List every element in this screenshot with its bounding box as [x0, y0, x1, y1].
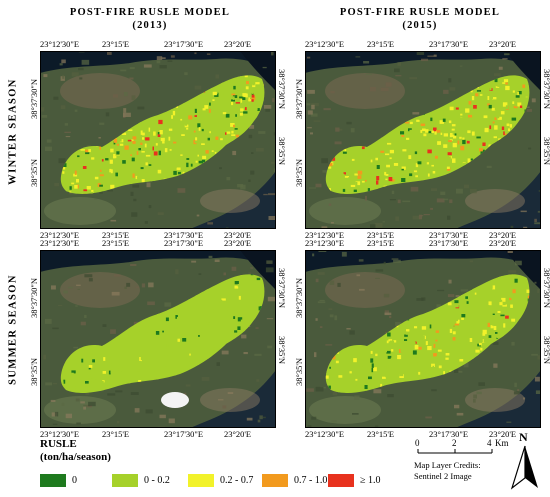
map-panel-winter-2015: 23°12'30"E 23°15'E 23°17'30"E 23°20'E 23°12'… [294, 40, 550, 240]
lon-tick-top: 23°17'30"E [164, 39, 204, 49]
lat-tick-right: 38°37'30"N [277, 69, 287, 110]
scale-bar-graphic [417, 449, 493, 454]
column-title-line2: (2015) [402, 20, 438, 31]
row-title-summer: SUMMER SEASON [7, 274, 19, 385]
satellite-map-summer-2013 [40, 250, 276, 428]
lon-tick-top: 23°15'E [367, 238, 395, 248]
satellite-map-winter-2015 [305, 51, 541, 229]
legend-label: 0.2 - 0.7 [220, 475, 254, 486]
lat-tick-left: 38°35'N [29, 357, 39, 386]
lon-tick-top: 23°20'E [224, 238, 252, 248]
lon-tick-bottom: 23°20'E [224, 429, 252, 439]
lon-tick-bottom: 23°17'30"E [429, 429, 469, 439]
legend-label: 0.7 - 1.0 [294, 475, 328, 486]
lon-tick-top: 23°20'E [489, 39, 517, 49]
column-title-line1: POST-FIRE RUSLE MODEL [339, 7, 501, 18]
lon-tick-bottom: 23°15'E [102, 429, 130, 439]
scale-bar: 0 2 4 Km [414, 438, 509, 458]
credits-line1: Map Layer Credits: [414, 460, 481, 470]
lon-tick-top: 23°20'E [489, 238, 517, 248]
cloud-patch [161, 392, 189, 408]
north-label: N [519, 430, 528, 444]
lon-tick-bottom: 23°20'E [489, 429, 517, 439]
legend-item: 0 - 0.2 [112, 474, 192, 488]
lon-tick-top: 23°15'E [367, 39, 395, 49]
lon-tick-top: 23°17'30"E [429, 238, 469, 248]
legend-swatch [112, 474, 138, 487]
lon-tick-bottom: 23°12'30"E [40, 230, 80, 240]
map-panel-winter-2013: 23°12'30"E 23°15'E 23°17'30"E 23°20'E 23°12'… [29, 40, 287, 240]
satellite-map-winter-2013 [40, 51, 276, 229]
column-title-line2: (2013) [132, 20, 168, 31]
lat-tick-right: 38°35'N [277, 137, 287, 166]
lon-tick-top: 23°12'30"E [305, 39, 345, 49]
lon-tick-bottom: 23°17'30"E [164, 230, 204, 240]
lon-tick-bottom: 23°12'30"E [305, 230, 345, 240]
lon-tick-bottom: 23°12'30"E [305, 429, 345, 439]
lat-tick-left: 38°37'30"N [29, 78, 39, 119]
lon-tick-top: 23°17'30"E [164, 238, 204, 248]
lon-tick-top: 23°12'30"E [40, 238, 80, 248]
column-title-2013: POST-FIRE RUSLE MODEL (2013) [50, 6, 250, 32]
legend-item: 0 [40, 474, 120, 488]
legend-title-line2: (ton/ha/season) [40, 451, 111, 463]
legend-title-line1: RUSLE [40, 438, 77, 450]
north-arrow-icon [510, 445, 538, 490]
lon-tick-top: 23°15'E [102, 39, 130, 49]
lon-tick-bottom: 23°15'E [102, 230, 130, 240]
lat-tick-right: 38°35'N [277, 336, 287, 365]
scale-label-4: 4 [487, 438, 492, 448]
legend-swatch [328, 474, 354, 487]
scale-label-0: 0 [415, 438, 420, 448]
legend-label: 0 [72, 475, 77, 486]
lat-tick-left: 38°35'N [294, 357, 304, 386]
satellite-map-summer-2015 [305, 250, 541, 428]
lat-tick-left: 38°35'N [294, 158, 304, 187]
lat-tick-right: 38°35'N [542, 137, 550, 166]
legend-swatch [188, 474, 214, 487]
map-panel-summer-2013: 23°12'30"E 23°15'E 23°17'30"E 23°20'E 23°12'… [29, 239, 287, 439]
legend-item: 0.2 - 0.7 [188, 474, 268, 488]
lon-tick-top: 23°12'30"E [40, 39, 80, 49]
legend-label: 0 - 0.2 [144, 475, 170, 486]
lon-tick-bottom: 23°17'30"E [429, 230, 469, 240]
north-arrow: N [508, 430, 542, 490]
lat-tick-right: 38°37'30"N [542, 69, 550, 110]
legend-item: ≥ 1.0 [328, 474, 408, 488]
legend-title: RUSLE (ton/ha/season) [40, 438, 111, 464]
lon-tick-bottom: 23°15'E [367, 230, 395, 240]
legend-item: 0.7 - 1.0 [262, 474, 342, 488]
lat-tick-left: 38°37'30"N [29, 277, 39, 318]
legend-label: ≥ 1.0 [360, 475, 381, 486]
lat-tick-left: 38°37'30"N [294, 78, 304, 119]
lon-tick-bottom: 23°20'E [224, 230, 252, 240]
scale-label-2: 2 [452, 438, 457, 448]
column-title-2015: POST-FIRE RUSLE MODEL (2015) [320, 6, 520, 32]
lon-tick-top: 23°15'E [102, 238, 130, 248]
row-title-winter: WINTER SEASON [7, 78, 19, 185]
column-title-line1: POST-FIRE RUSLE MODEL [69, 7, 231, 18]
lon-tick-top: 23°17'30"E [429, 39, 469, 49]
credits-line2: Sentinel 2 Image [414, 471, 472, 481]
lon-tick-top: 23°20'E [224, 39, 252, 49]
lon-tick-bottom: 23°20'E [489, 230, 517, 240]
legend-swatch [262, 474, 288, 487]
scale-unit: Km [495, 438, 509, 448]
legend-swatch [40, 474, 66, 487]
lat-tick-left: 38°37'30"N [294, 277, 304, 318]
lon-tick-bottom: 23°17'30"E [164, 429, 204, 439]
lon-tick-bottom: 23°12'30"E [40, 429, 80, 439]
map-panel-summer-2015: 23°12'30"E 23°15'E 23°17'30"E 23°20'E 23°12'… [294, 239, 550, 439]
map-credits: Map Layer Credits: Sentinel 2 Image [414, 460, 481, 482]
lat-tick-right: 38°37'30"N [542, 268, 550, 309]
lat-tick-right: 38°35'N [542, 336, 550, 365]
lon-tick-top: 23°12'30"E [305, 238, 345, 248]
lat-tick-left: 38°35'N [29, 158, 39, 187]
lon-tick-bottom: 23°15'E [367, 429, 395, 439]
lat-tick-right: 38°37'30"N [277, 268, 287, 309]
